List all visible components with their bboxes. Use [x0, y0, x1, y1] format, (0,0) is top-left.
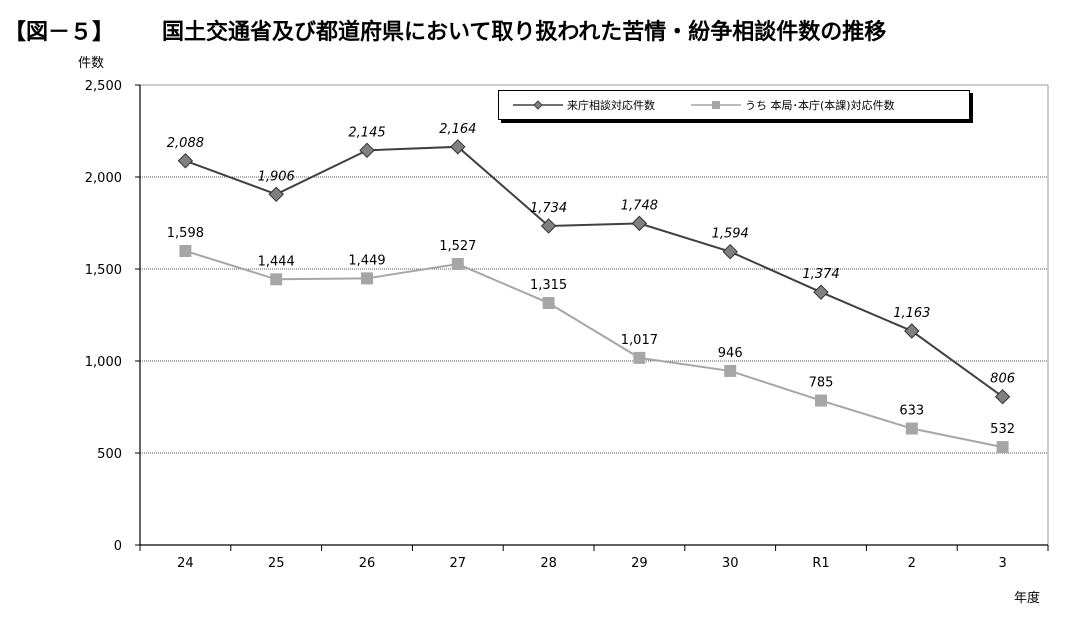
legend-diamond-marker-icon	[513, 100, 563, 110]
x-tick-label: 27	[450, 556, 467, 571]
data-label: 2,088	[167, 136, 204, 151]
data-point-diamond	[268, 186, 284, 203]
data-label: 1,906	[258, 169, 295, 184]
x-tick-label: 28	[540, 556, 557, 571]
data-label: 1,734	[530, 201, 567, 216]
data-point-square	[270, 273, 283, 286]
data-label: 1,315	[530, 278, 567, 293]
data-label: 806	[990, 372, 1015, 387]
data-point-diamond	[450, 139, 466, 155]
data-point-diamond	[994, 388, 1011, 405]
legend-label: うち 本局･本庁(本課)対応件数	[745, 99, 895, 112]
y-tick-label: 2,000	[85, 171, 122, 186]
data-label: 1,444	[258, 254, 295, 269]
data-label: 1,594	[712, 227, 749, 242]
y-tick-label: 1,500	[85, 263, 122, 278]
y-tick-label: 1,000	[85, 355, 122, 370]
data-label: 785	[809, 376, 834, 391]
legend-label: 来庁相談対応件数	[567, 99, 655, 112]
data-point-square	[361, 272, 373, 285]
data-point-square	[724, 364, 737, 377]
x-axis-label: 年度	[1014, 591, 1041, 606]
x-tick-label: 2	[908, 556, 916, 571]
x-tick-label: 24	[177, 556, 194, 571]
x-tick-label: 30	[722, 556, 739, 571]
data-label: 633	[899, 404, 924, 419]
series-line-1	[185, 145, 1004, 398]
data-point-square	[996, 441, 1009, 454]
data-label: 1,017	[621, 333, 658, 348]
x-tick-label: 25	[268, 556, 285, 571]
x-tick-label: 3	[998, 556, 1006, 571]
data-label: 1,527	[439, 239, 476, 254]
y-axis-label: 件数	[78, 56, 105, 71]
data-point-diamond	[177, 153, 194, 169]
chart-title: 国土交通省及び都道府県において取り扱われた苦情・紛争相談件数の推移	[162, 20, 887, 45]
y-tick-label: 2,500	[85, 79, 122, 94]
data-point-diamond	[722, 243, 738, 260]
data-point-diamond	[540, 218, 557, 234]
x-tick-label: 29	[631, 556, 648, 571]
data-label: 2,164	[439, 122, 476, 137]
data-point-diamond	[631, 215, 648, 232]
legend-square-marker-icon	[691, 101, 741, 109]
data-point-square	[633, 351, 646, 364]
data-point-square	[179, 244, 192, 257]
data-label: 1,598	[167, 226, 204, 241]
data-point-diamond	[359, 142, 375, 159]
legend-item-visitor-consultations: 来庁相談対応件数	[513, 97, 655, 113]
data-label: 532	[990, 422, 1015, 437]
data-point-square	[815, 394, 827, 407]
x-tick-label: 26	[359, 556, 376, 571]
data-point-square	[542, 297, 555, 310]
data-label: 1,374	[802, 267, 839, 282]
data-point-diamond	[813, 284, 829, 300]
data-point-square	[905, 422, 918, 435]
y-tick-label: 500	[97, 447, 122, 462]
data-label: 1,748	[621, 198, 658, 213]
data-label: 1,163	[893, 306, 930, 321]
y-tick-label: 0	[114, 539, 122, 554]
data-label: 2,145	[348, 125, 385, 140]
data-label: 1,449	[348, 253, 385, 268]
data-point-diamond	[904, 323, 920, 339]
legend-item-headquarters-consultations: うち 本局･本庁(本課)対応件数	[691, 97, 895, 113]
legend: 来庁相談対応件数 うち 本局･本庁(本課)対応件数	[498, 90, 970, 120]
series-line-2	[185, 250, 1003, 449]
x-tick-label: R1	[812, 556, 829, 571]
data-point-square	[451, 258, 464, 271]
figure-label: 【図－５】	[4, 20, 115, 45]
data-label: 946	[718, 346, 743, 361]
